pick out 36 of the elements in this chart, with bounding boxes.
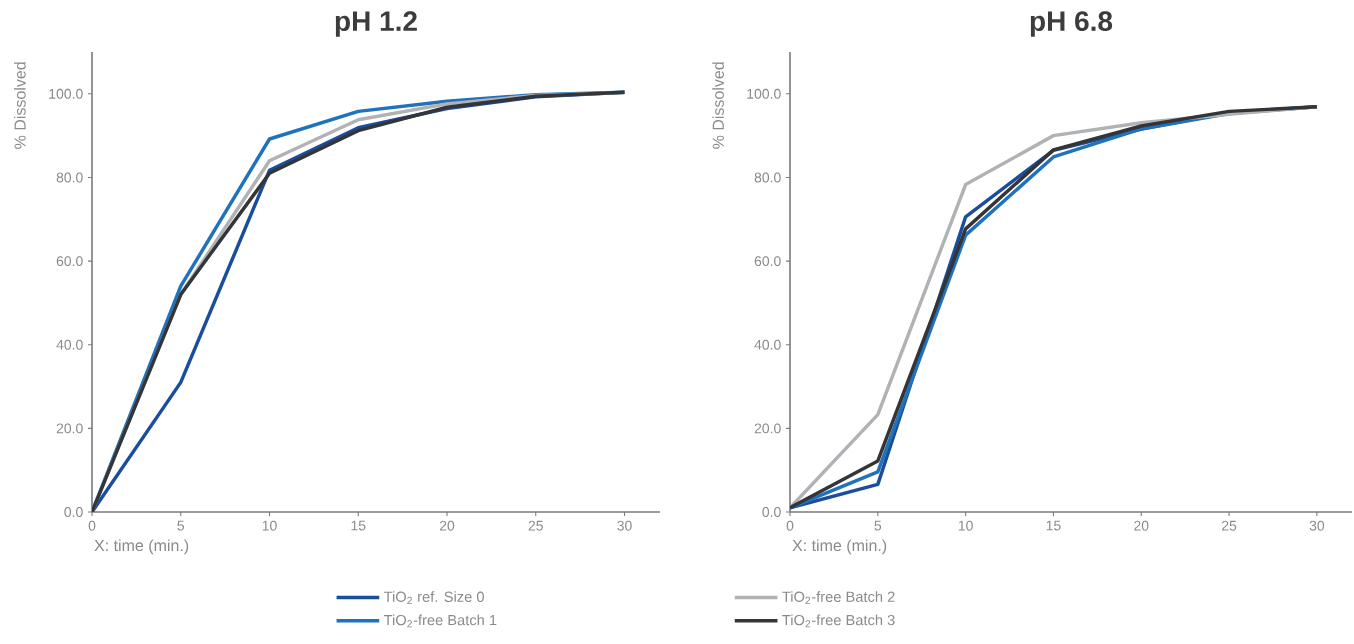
x-tick-label: 25 [1221,520,1237,531]
y-tick-label: 60.0 [754,256,781,267]
chart-title: pH 1.2 [335,11,417,37]
y-tick-label: 60.0 [56,256,83,267]
y-tick-label: 20.0 [56,423,83,434]
y-tick-label: 80.0 [754,172,781,183]
x-tick-label: 30 [1309,520,1325,531]
x-axis-title: X: time (min.) [792,539,887,555]
x-tick-label: 5 [177,520,185,531]
y-axis-title: % Dissolved [712,62,724,149]
y-tick-label: 0.0 [762,507,781,517]
legend-label: TiO$_{2}$-free Batch 1 [383,614,497,628]
y-tick-label: 40.0 [56,339,83,350]
y-tick-label: 20.0 [754,423,781,434]
x-tick-label: 15 [1046,520,1061,531]
x-tick-label: 20 [1134,520,1149,531]
legend-label: TiO$_{2}$-free Batch 2 [782,591,895,605]
x-tick-label: 10 [262,520,277,531]
x-tick-label: 25 [528,520,543,531]
x-tick-label: 20 [439,520,455,531]
x-tick-label: 5 [874,520,882,531]
y-tick-label: 100.0 [747,88,781,99]
x-tick-label: 10 [958,520,973,531]
x-axis-title: X: time (min.) [94,539,189,555]
x-tick-label: 30 [617,520,632,531]
legend-label: TiO$_{2}$ ref. Size 0 [383,591,484,605]
x-tick-label: 0 [88,520,96,531]
y-tick-label: 40.0 [754,339,781,350]
x-tick-label: 15 [351,520,366,531]
y-tick-label: 0.0 [64,507,83,517]
x-tick-label: 0 [786,520,794,531]
y-tick-label: 100.0 [49,88,83,99]
y-tick-label: 80.0 [56,172,83,183]
y-axis-title: % Dissolved [14,62,26,149]
legend-label: TiO$_{2}$-free Batch 3 [782,614,895,628]
chart-title: pH 6.8 [1030,11,1113,37]
